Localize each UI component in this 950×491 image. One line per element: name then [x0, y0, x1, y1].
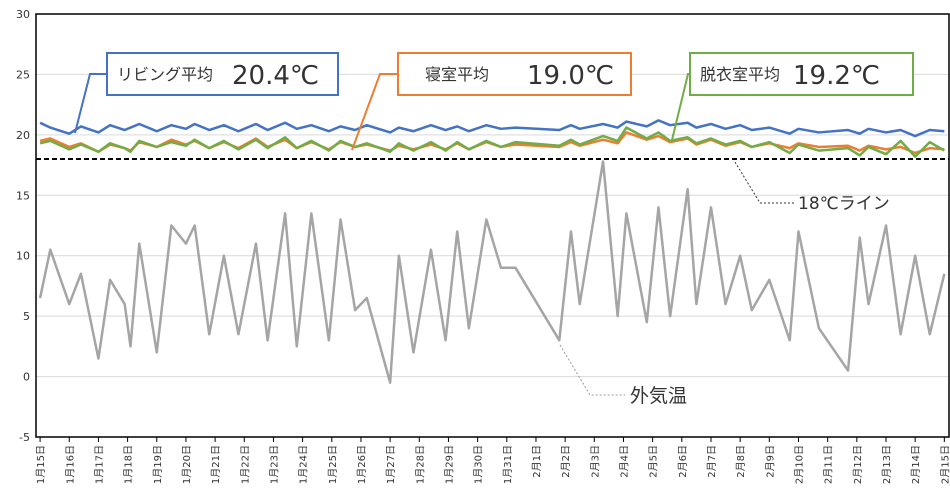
x-tick-label: 2月15日	[939, 445, 950, 484]
plot-frame	[35, 13, 950, 438]
x-tick-label: 1月26日	[356, 445, 368, 484]
callout-value: 19.0℃	[527, 61, 614, 91]
x-tick-label: 2月14日	[910, 445, 922, 484]
x-tick-label: 1月17日	[93, 445, 105, 484]
series-label: 外気温	[630, 385, 687, 407]
callout-value: 20.4℃	[232, 61, 319, 91]
x-tick-label: 1月21日	[210, 445, 222, 484]
x-tick-label: 1月27日	[385, 445, 397, 484]
lines	[36, 119, 949, 384]
y-tick-label: -5	[19, 431, 30, 444]
x-tick-label: 2月7日	[706, 445, 718, 478]
callout-value: 19.2℃	[793, 61, 880, 91]
callout-box	[689, 52, 914, 96]
y-tick-label: 10	[16, 250, 30, 263]
x-tick-label: 2月5日	[648, 445, 660, 478]
callout-leader	[351, 73, 398, 151]
label-leader	[734, 161, 795, 204]
callout-box	[397, 52, 632, 96]
x-tick-label: 1月16日	[64, 445, 76, 484]
y-tick-label: 20	[16, 129, 30, 142]
x-tick-label: 2月9日	[764, 445, 776, 478]
y-tick-label: 0	[23, 371, 30, 384]
x-tick-label: 2月12日	[852, 445, 864, 484]
series-line	[39, 119, 945, 138]
x-tick-label: 1月28日	[414, 445, 426, 484]
x-tick-label: 2月3日	[589, 445, 601, 478]
series-line	[38, 160, 946, 384]
x-tick-label: 1月19日	[152, 445, 164, 484]
series-line	[39, 126, 945, 158]
x-tick-label: 1月15日	[35, 445, 47, 484]
x-tick-label: 1月31日	[502, 445, 514, 484]
y-tick-label: 15	[16, 189, 30, 202]
x-tick-label: 1月23日	[268, 445, 280, 484]
x-tick-label: 1月25日	[327, 445, 339, 484]
x-tick-label: 1月24日	[298, 445, 310, 484]
x-tick-label: 1月30日	[473, 445, 485, 484]
x-tick-label: 2月2日	[560, 445, 572, 478]
x-tick-label: 2月1日	[531, 445, 543, 478]
y-tick-label: 5	[23, 310, 30, 323]
x-tick-label: 2月13日	[881, 445, 893, 484]
y-tick-label: 30	[16, 8, 30, 21]
x-tick-label: 1月20日	[181, 445, 193, 484]
x-tick-label: 2月4日	[618, 445, 630, 478]
x-tick-label: 2月11日	[823, 445, 835, 484]
reference-label: 18℃ライン	[798, 194, 890, 214]
x-tick-label: 1月29日	[443, 445, 455, 484]
callout-box	[106, 52, 339, 96]
label-leader	[559, 344, 625, 396]
x-tick-label: 1月18日	[123, 445, 135, 484]
x-tick-label: 1月22日	[239, 445, 251, 484]
callout-text: 寝室平均	[425, 65, 489, 84]
callout-text: 脱衣室平均	[700, 65, 780, 84]
y-tick-label: 25	[16, 68, 30, 81]
callout-leader	[74, 73, 107, 134]
callout-text: リビング平均	[117, 65, 213, 84]
x-tick-label: 2月10日	[793, 445, 805, 484]
x-tick-label: 2月8日	[735, 445, 747, 478]
x-tick-label: 2月6日	[677, 445, 689, 478]
